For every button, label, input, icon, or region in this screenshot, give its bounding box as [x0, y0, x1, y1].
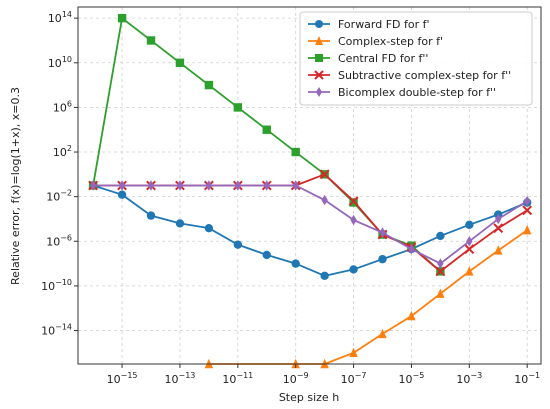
x-tick-label: 10−5 — [399, 371, 425, 386]
y-axis-label: Relative error, f(x)=log(1+x), x=0.3 — [9, 87, 22, 285]
series-0 — [88, 181, 532, 281]
data-point — [233, 240, 243, 249]
y-tick-label: 1010 — [48, 55, 72, 70]
data-point — [320, 271, 329, 281]
legend-item: Complex-step for f' — [308, 35, 443, 48]
data-point — [437, 258, 444, 269]
y-tick-label: 102 — [53, 144, 72, 159]
data-point — [263, 180, 270, 191]
data-point — [292, 180, 299, 191]
data-point — [117, 13, 127, 23]
data-point — [465, 266, 474, 276]
data-point — [175, 219, 185, 228]
data-point — [523, 195, 531, 207]
data-point — [89, 180, 97, 191]
y-tick-label: 10−14 — [41, 323, 72, 338]
data-point — [291, 259, 300, 268]
data-point — [493, 223, 504, 234]
data-point — [146, 36, 156, 45]
plot-frame — [77, 6, 542, 365]
legend-label: Bicomplex double-step for f'' — [338, 86, 496, 99]
data-point — [349, 347, 358, 358]
data-point — [234, 180, 242, 191]
legend-item: Bicomplex double-step for f'' — [308, 86, 496, 99]
data-point — [378, 328, 387, 339]
y-tick-label: 10−6 — [46, 233, 72, 248]
legend-marker — [315, 36, 323, 45]
data-point — [465, 220, 474, 230]
data-point — [435, 266, 446, 277]
y-tick-label: 10−2 — [46, 189, 72, 204]
x-tick-label: 10−15 — [107, 371, 138, 386]
y-tick-label: 10−10 — [41, 278, 72, 293]
legend-marker — [315, 20, 323, 28]
series-line — [92, 184, 528, 277]
data-point — [319, 169, 330, 180]
data-point — [522, 205, 533, 216]
data-point — [436, 288, 445, 298]
x-tick-label: 10−11 — [222, 371, 253, 386]
data-point — [147, 180, 155, 191]
y-tick-label: 106 — [53, 99, 72, 114]
x-tick-label: 10−9 — [283, 371, 309, 386]
legend-item: Forward FD for f' — [308, 18, 430, 31]
data-point — [350, 214, 357, 226]
data-point — [522, 224, 532, 235]
data-point — [348, 196, 359, 207]
legend-item: Central FD for f'' — [308, 52, 428, 65]
legend-label: Subtractive complex-step for f'' — [338, 69, 511, 82]
series-4 — [89, 180, 531, 269]
data-point — [407, 310, 416, 321]
legend-label: Complex-step for f' — [338, 35, 443, 48]
y-axis: 1014 1010 106 102 10−2 10−6 10−10 10−14 — [41, 10, 78, 338]
data-point — [233, 103, 243, 112]
series-line — [93, 184, 528, 265]
legend-item: Subtractive complex-step for f'' — [308, 69, 511, 82]
data-point — [175, 58, 185, 67]
legend-label: Central FD for f'' — [338, 52, 428, 65]
data-point — [379, 227, 386, 238]
data-point — [262, 250, 271, 260]
data-point — [436, 231, 445, 241]
data-point — [204, 80, 214, 90]
legend-marker — [314, 70, 324, 80]
data-point — [349, 265, 358, 274]
legend-box — [299, 11, 533, 106]
legend-marker — [315, 54, 323, 62]
data-point — [378, 254, 387, 264]
data-point — [408, 243, 415, 255]
x-axis: 10−15 10−13 10−11 10−9 10−7 10−5 10−3 10−1 — [107, 364, 540, 386]
data-point — [118, 180, 126, 191]
data-point — [291, 147, 300, 157]
data-point — [117, 190, 127, 199]
legend-marker — [316, 87, 322, 97]
data-point — [146, 211, 156, 220]
data-point — [495, 213, 502, 225]
x-tick-label: 10−1 — [514, 371, 540, 386]
data-point — [262, 125, 271, 134]
data-point — [321, 194, 328, 206]
data-point — [466, 236, 473, 247]
x-tick-label: 10−3 — [456, 371, 482, 386]
data-point — [204, 223, 214, 233]
data-point — [176, 180, 184, 191]
legend-label: Forward FD for f' — [338, 18, 430, 31]
data-point — [494, 245, 503, 255]
x-tick-label: 10−7 — [341, 371, 367, 386]
y-tick-label: 1014 — [48, 10, 72, 25]
data-point — [205, 180, 213, 191]
data-point — [464, 244, 475, 254]
legend: Forward FD for f' Complex-step for f' Cent… — [299, 11, 533, 106]
x-axis-label: Step size h — [279, 391, 339, 404]
x-tick-label: 10−13 — [164, 371, 195, 386]
